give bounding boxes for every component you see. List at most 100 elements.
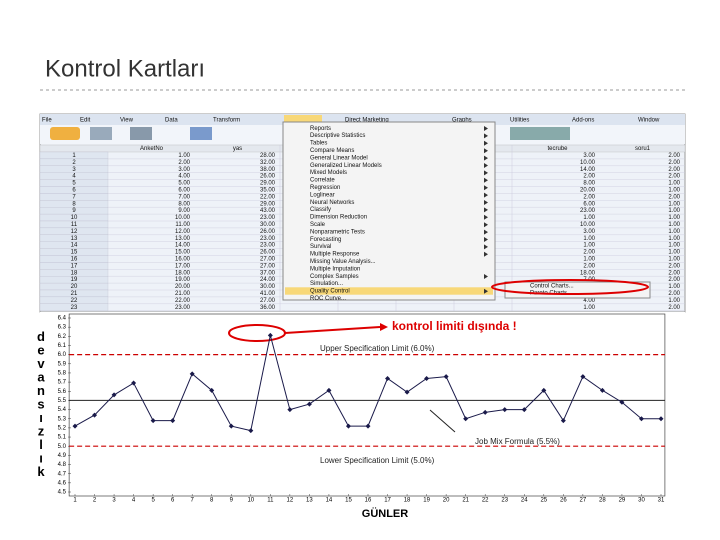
submenu-arrow (484, 222, 488, 228)
submenu-arrow (484, 170, 488, 176)
x-tick-label: 22 (482, 498, 489, 504)
cell: 27.00 (260, 298, 276, 304)
submenu-arrow (484, 177, 488, 183)
cell: 26.00 (260, 250, 276, 256)
cell: 23.00 (260, 236, 276, 242)
analyze-item: Reports (310, 126, 331, 132)
submenu-arrow (484, 229, 488, 235)
cell: 17.00 (175, 263, 191, 269)
point (306, 401, 312, 407)
cell: 23.00 (260, 243, 276, 249)
cell: 41.00 (260, 291, 276, 297)
cell: 15.00 (175, 250, 191, 256)
point (463, 416, 469, 422)
cell: 35.00 (260, 188, 276, 194)
analyze-item: Loglinear (310, 192, 335, 198)
cell: 18.00 (580, 270, 596, 276)
cell: 4.00 (178, 174, 190, 180)
cell: 2.00 (583, 174, 595, 180)
cell: 1.00 (668, 236, 680, 242)
cell: 3 (72, 167, 76, 173)
analyze-item: Scale (310, 222, 326, 228)
submenu-arrow (484, 155, 488, 161)
cell: 6 (72, 188, 76, 194)
cell: 2.00 (668, 174, 680, 180)
column-header: AnketNo (140, 146, 164, 152)
menu-item: Direct Marketing (345, 118, 389, 124)
cell: 11.00 (175, 222, 190, 228)
cell: 14 (71, 243, 78, 249)
x-tick-label: 25 (540, 498, 547, 504)
cell: 1.00 (583, 215, 595, 221)
point (92, 412, 98, 418)
cell: 1.00 (668, 222, 680, 228)
cell: 1.00 (668, 229, 680, 235)
toolbar-icon (50, 127, 80, 140)
cell: 23 (71, 305, 78, 311)
cell: 1.00 (178, 153, 190, 159)
menu-item: Data (165, 118, 178, 124)
analyze-item: Mixed Models (310, 170, 347, 176)
cell: 1.00 (583, 305, 595, 311)
cell: 1.00 (668, 284, 680, 290)
cell: 1.00 (668, 243, 680, 249)
cell: 9 (72, 208, 76, 214)
x-tick-label: 18 (404, 498, 411, 504)
cell: 10.00 (580, 222, 596, 228)
x-tick-label: 7 (191, 498, 195, 504)
cell: 13 (71, 236, 78, 242)
cell: 12.00 (175, 229, 191, 235)
point (189, 371, 195, 377)
y-tick-label: 5.7 (58, 380, 67, 386)
analyze-item: Missing Value Analysis... (310, 259, 376, 265)
cell: 4 (72, 174, 76, 180)
menu-item: File (42, 118, 52, 124)
x-tick-label: 26 (560, 498, 567, 504)
x-tick-label: 8 (210, 498, 214, 504)
submenu-arrow (484, 288, 488, 294)
submenu-arrow (484, 148, 488, 154)
y-tick-label: 5.2 (58, 425, 67, 431)
cell: 30.00 (260, 222, 276, 228)
x-tick-label: 21 (462, 498, 469, 504)
menu-item: Window (638, 118, 660, 124)
cell: 11 (71, 222, 78, 228)
cell: 22.00 (175, 298, 191, 304)
cell: 2.00 (583, 250, 595, 256)
x-tick-label: 2 (93, 498, 97, 504)
cell: 2.00 (668, 263, 680, 269)
cell: 5.00 (178, 181, 190, 187)
cell: 5 (72, 181, 76, 187)
menu-item: Edit (80, 118, 91, 124)
cell: 2.00 (668, 167, 680, 173)
y-tick-label: 5.8 (58, 371, 67, 377)
cell: 20 (71, 284, 78, 290)
cell: 26.00 (260, 229, 276, 235)
cell: 18.00 (175, 270, 191, 276)
cell: 13.00 (175, 236, 191, 242)
point (72, 423, 78, 429)
x-tick-label: 28 (599, 498, 606, 504)
y-tick-label: 5.5 (58, 398, 67, 404)
cell: 20.00 (580, 188, 596, 194)
column-header: soru1 (635, 146, 651, 152)
x-tick-label: 16 (365, 498, 372, 504)
highlight (491, 279, 649, 295)
x-tick-label: 24 (521, 498, 528, 504)
cell: 23.00 (260, 215, 276, 221)
menu-highlight (285, 287, 493, 295)
cell: 6.00 (583, 201, 595, 207)
point (365, 423, 371, 429)
cell: 2.00 (668, 277, 680, 283)
submenu-arrow (484, 274, 488, 279)
point (228, 423, 234, 429)
analyze-item: General Linear Model (310, 155, 368, 161)
cell: 1.00 (668, 250, 680, 256)
y-tick-label: 4.8 (58, 462, 67, 468)
submenu (504, 281, 651, 299)
point (560, 418, 566, 424)
x-tick-label: 20 (443, 498, 450, 504)
x-tick-label: 30 (638, 498, 645, 504)
cell: 36.00 (260, 305, 276, 311)
